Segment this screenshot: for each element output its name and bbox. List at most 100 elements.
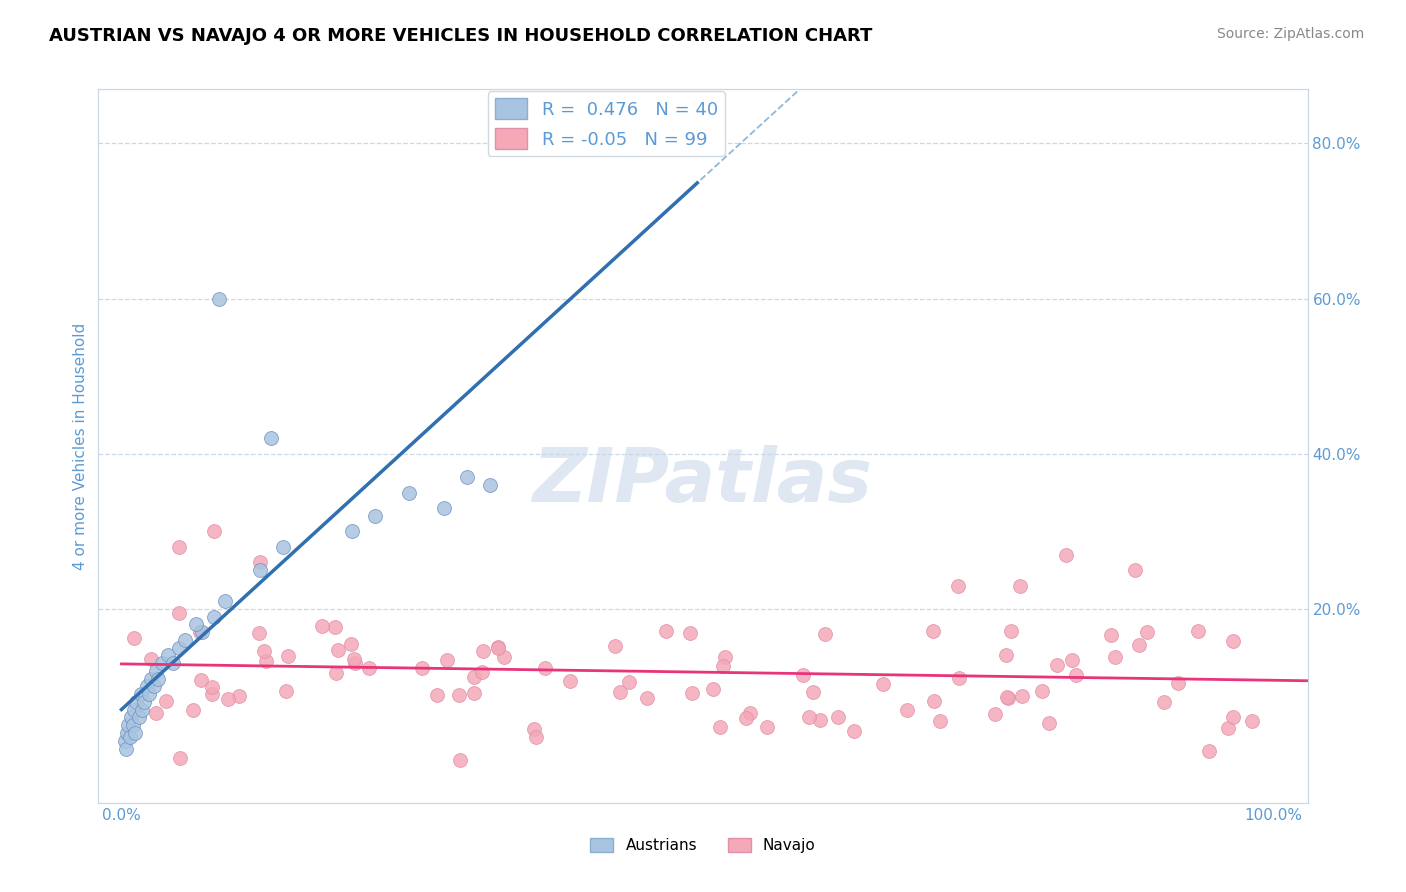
Point [124, 726, 146, 740]
Point [524, 731, 547, 745]
Point [167, 606, 190, 620]
Point [523, 722, 546, 736]
Point [808, 713, 831, 727]
Point [997, 691, 1019, 706]
Point [1008, 579, 1031, 593]
Point [995, 648, 1018, 662]
Point [1153, 695, 1175, 709]
Point [118, 730, 141, 744]
Point [129, 687, 152, 701]
Point [1123, 563, 1146, 577]
Point [325, 666, 347, 681]
Point [139, 652, 162, 666]
Point [433, 501, 456, 516]
Point [249, 555, 271, 569]
Point [471, 665, 494, 680]
Point [252, 644, 274, 658]
Point [122, 718, 145, 732]
Point [929, 714, 952, 729]
Point [654, 624, 676, 638]
Point [398, 485, 420, 500]
Point [948, 579, 970, 593]
Point [208, 292, 231, 306]
Point [1064, 668, 1087, 682]
Point [247, 626, 270, 640]
Point [478, 477, 501, 491]
Point [271, 540, 294, 554]
Point [1198, 744, 1220, 758]
Point [167, 540, 190, 554]
Point [534, 661, 557, 675]
Point [311, 618, 333, 632]
Point [1031, 684, 1053, 698]
Point [548, 136, 571, 151]
Point [135, 680, 157, 694]
Point [797, 710, 820, 724]
Point [145, 706, 167, 720]
Point [617, 675, 640, 690]
Point [148, 672, 170, 686]
Point [679, 626, 702, 640]
Point [343, 651, 366, 665]
Point [254, 654, 277, 668]
Point [449, 753, 471, 767]
Point [1222, 634, 1244, 648]
Point [1046, 657, 1069, 672]
Point [260, 431, 283, 445]
Point [814, 627, 837, 641]
Point [228, 690, 250, 704]
Point [1241, 714, 1264, 728]
Point [463, 670, 485, 684]
Point [740, 706, 762, 720]
Point [1222, 710, 1244, 724]
Point [186, 617, 208, 632]
Point [343, 656, 366, 670]
Point [134, 695, 156, 709]
Point [948, 671, 970, 685]
Point [411, 660, 433, 674]
Point [494, 650, 516, 665]
Point [896, 702, 918, 716]
Point [681, 685, 703, 699]
Point [1136, 624, 1159, 639]
Point [756, 720, 779, 734]
Point [201, 681, 224, 695]
Point [276, 684, 298, 698]
Text: AUSTRIAN VS NAVAJO 4 OR MORE VEHICLES IN HOUSEHOLD CORRELATION CHART: AUSTRIAN VS NAVAJO 4 OR MORE VEHICLES IN… [49, 27, 873, 45]
Point [714, 649, 737, 664]
Point [1187, 624, 1209, 639]
Point [1216, 721, 1239, 735]
Point [173, 632, 195, 647]
Point [191, 625, 214, 640]
Point [214, 594, 236, 608]
Point [449, 688, 471, 702]
Point [1011, 689, 1033, 703]
Point [1000, 624, 1022, 638]
Point [167, 640, 190, 655]
Point [141, 672, 163, 686]
Point [323, 620, 346, 634]
Point [169, 750, 191, 764]
Point [340, 524, 363, 539]
Point [122, 703, 145, 717]
Point [188, 625, 211, 640]
Point [115, 726, 138, 740]
Point [1167, 676, 1189, 690]
Point [359, 661, 381, 675]
Point [609, 685, 631, 699]
Point [183, 703, 205, 717]
Point [117, 718, 139, 732]
Point [1060, 653, 1083, 667]
Point [922, 624, 945, 639]
Text: Source: ZipAtlas.com: Source: ZipAtlas.com [1216, 27, 1364, 41]
Point [995, 690, 1018, 705]
Point [162, 656, 184, 670]
Point [120, 710, 142, 724]
Point [202, 609, 225, 624]
Point [339, 637, 361, 651]
Point [150, 656, 173, 670]
Point [636, 690, 658, 705]
Point [801, 684, 824, 698]
Point [872, 677, 894, 691]
Point [326, 643, 349, 657]
